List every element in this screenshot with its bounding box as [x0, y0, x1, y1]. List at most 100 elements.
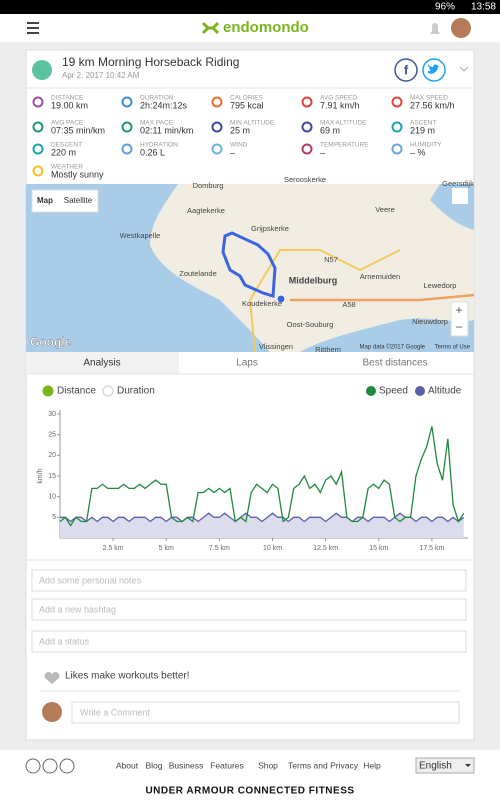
stat-value: 19.00 km: [51, 100, 88, 110]
series-line: [59, 426, 465, 527]
stat-icon: [391, 96, 403, 108]
map-water: [300, 318, 474, 352]
tab[interactable]: Best distances: [362, 358, 427, 369]
stat-icon: [121, 96, 133, 108]
menu-icon[interactable]: [27, 22, 39, 34]
map-type-button[interactable]: Map: [37, 196, 53, 205]
facebook-icon: f: [404, 62, 409, 77]
facebook-link[interactable]: [25, 758, 41, 774]
stat-value: – %: [410, 147, 426, 157]
zoom-in[interactable]: +: [455, 303, 462, 317]
legend-marker[interactable]: [415, 386, 425, 396]
tab[interactable]: Analysis: [83, 358, 120, 369]
commenter-avatar: [42, 702, 62, 722]
stat-label: MAX SPEED: [410, 95, 448, 102]
map-type-switch: [31, 189, 99, 213]
map-label: Veere: [375, 205, 395, 214]
zoom-control: [450, 301, 469, 337]
logo[interactable]: endomondo: [223, 19, 309, 36]
footer-link[interactable]: Blog: [145, 760, 162, 770]
map-label: Grijpskerke: [251, 224, 289, 233]
stat-label: MIN ALTITUDE: [230, 120, 275, 127]
google-logo: Google: [30, 335, 72, 349]
stat-label: MAX ALTITUDE: [320, 120, 367, 127]
stat-value: 2h:24m:12s: [140, 100, 188, 110]
expand-chevron[interactable]: [459, 66, 469, 72]
text-input[interactable]: [31, 630, 467, 653]
map-label: Koudekerke: [242, 299, 282, 308]
bell-icon[interactable]: [430, 23, 440, 34]
stat-label: WIND: [230, 142, 248, 149]
stat-value: 25 m: [230, 125, 250, 135]
stat-label: DISTANCE: [51, 95, 84, 102]
x-tick-label: 5 km: [159, 545, 174, 552]
map-road: [248, 249, 401, 353]
comment-placeholder: Write a Comment: [80, 707, 150, 717]
x-tick-label: 10 km: [263, 545, 282, 552]
y-axis-label: km/h: [37, 468, 44, 483]
x-tick-label: 2.5 km: [103, 545, 124, 552]
map-road: [290, 293, 475, 302]
y-tick-label: 5: [52, 514, 56, 521]
sport-icon: [32, 60, 52, 80]
map-sea: [26, 184, 270, 352]
stat-value: –: [320, 147, 325, 157]
map-label: Nieuwdorp: [412, 317, 448, 326]
avatar[interactable]: [451, 18, 471, 38]
workout-title: 19 km Morning Horseback Riding: [62, 55, 239, 69]
footer-link[interactable]: Help: [363, 760, 381, 770]
footer-link[interactable]: Terms and Privacy: [288, 760, 359, 770]
google-link[interactable]: [42, 758, 58, 774]
stat-label: HYDRATION: [140, 142, 178, 149]
x-mode-label: Distance: [57, 386, 96, 397]
map-label: Serooskerke: [284, 175, 326, 184]
footer-link[interactable]: About: [116, 760, 139, 770]
clock: 13:58: [471, 2, 496, 13]
map-type-button[interactable]: Satellite: [64, 196, 93, 205]
stat-icon: [391, 121, 403, 133]
y-tick-label: 10: [48, 494, 56, 501]
stat-label: HUMIDITY: [410, 142, 442, 149]
like-icon[interactable]: [44, 671, 60, 684]
legend-marker[interactable]: [366, 386, 376, 396]
status-bar: [0, 0, 500, 14]
x-mode-radio[interactable]: [102, 385, 114, 397]
language-select[interactable]: [415, 757, 475, 774]
y-tick-label: 25: [48, 432, 56, 439]
text-input[interactable]: [31, 569, 467, 592]
map-attribution: Map data ©2017 Google: [360, 344, 426, 351]
map-label: Westkapelle: [120, 231, 161, 240]
comment-input[interactable]: [71, 701, 460, 724]
brand: UNDER ARMOUR CONNECTED FITNESS: [145, 786, 354, 797]
zoom-out[interactable]: −: [455, 320, 462, 334]
twitter-link[interactable]: [59, 758, 75, 774]
footer-link[interactable]: Business: [169, 760, 204, 770]
footer-link[interactable]: Features: [210, 760, 244, 770]
map-label: Domburg: [193, 181, 224, 190]
stat-icon: [301, 143, 313, 155]
workout-card: [25, 49, 475, 741]
tab[interactable]: Laps: [236, 358, 258, 369]
stat-value: 27.56 km/h: [410, 100, 455, 110]
route: [221, 231, 277, 298]
stat-label: CALORIES: [230, 95, 264, 102]
header: [0, 14, 500, 42]
chart: Distance Duration Speed Altitude 5 10 15 20 25 30…: [37, 385, 468, 552]
footer-link[interactable]: Shop: [258, 760, 278, 770]
stat-icon: [301, 96, 313, 108]
y-tick-label: 30: [48, 411, 56, 418]
tab-active: [26, 352, 179, 374]
facebook-button[interactable]: [394, 58, 418, 82]
map-label: N57: [324, 255, 338, 264]
text-input[interactable]: [31, 598, 467, 621]
fullscreen-button[interactable]: [452, 188, 468, 204]
stat-icon: [121, 121, 133, 133]
x-mode-radio[interactable]: [42, 385, 54, 397]
x-tick-label: 7.5 km: [209, 545, 230, 552]
map-label: Oost-Souburg: [287, 320, 334, 329]
stat-value: 0.26 L: [140, 147, 165, 157]
map-label: Vlissingen: [259, 342, 293, 351]
map-terms[interactable]: Terms of Use: [435, 345, 471, 351]
twitter-icon: [428, 64, 440, 74]
